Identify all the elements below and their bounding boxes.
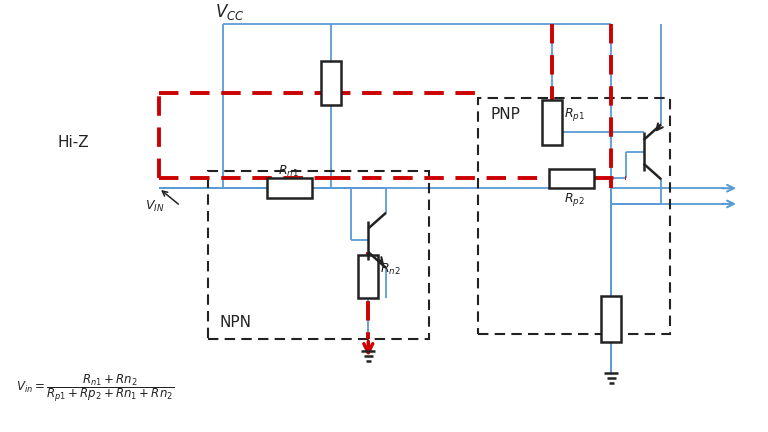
Bar (359, 255, 378, 299)
Bar (321, 61, 341, 105)
Bar (478, 98, 670, 334)
Text: Hi-Z: Hi-Z (58, 135, 89, 150)
Bar (549, 168, 594, 188)
Text: $V_{IN}$: $V_{IN}$ (145, 199, 164, 214)
Text: $V_{in} = \dfrac{R_{n1} + Rn_2}{R_{p1} + Rp_2 + Rn_1 + Rn_2}$: $V_{in} = \dfrac{R_{n1} + Rn_2}{R_{p1} +… (16, 372, 174, 404)
Text: $R_{n1}$: $R_{n1}$ (278, 163, 299, 178)
Bar (542, 100, 562, 145)
Bar (267, 178, 313, 198)
Bar (601, 296, 621, 342)
Text: NPN: NPN (220, 315, 252, 330)
Text: $R_{n2}$: $R_{n2}$ (380, 262, 401, 277)
Text: $R_{p1}$: $R_{p1}$ (564, 105, 585, 123)
Text: $R_{p2}$: $R_{p2}$ (564, 191, 584, 208)
Text: PNP: PNP (490, 108, 520, 122)
Text: $V_{CC}$: $V_{CC}$ (215, 2, 244, 22)
Bar (208, 172, 429, 339)
